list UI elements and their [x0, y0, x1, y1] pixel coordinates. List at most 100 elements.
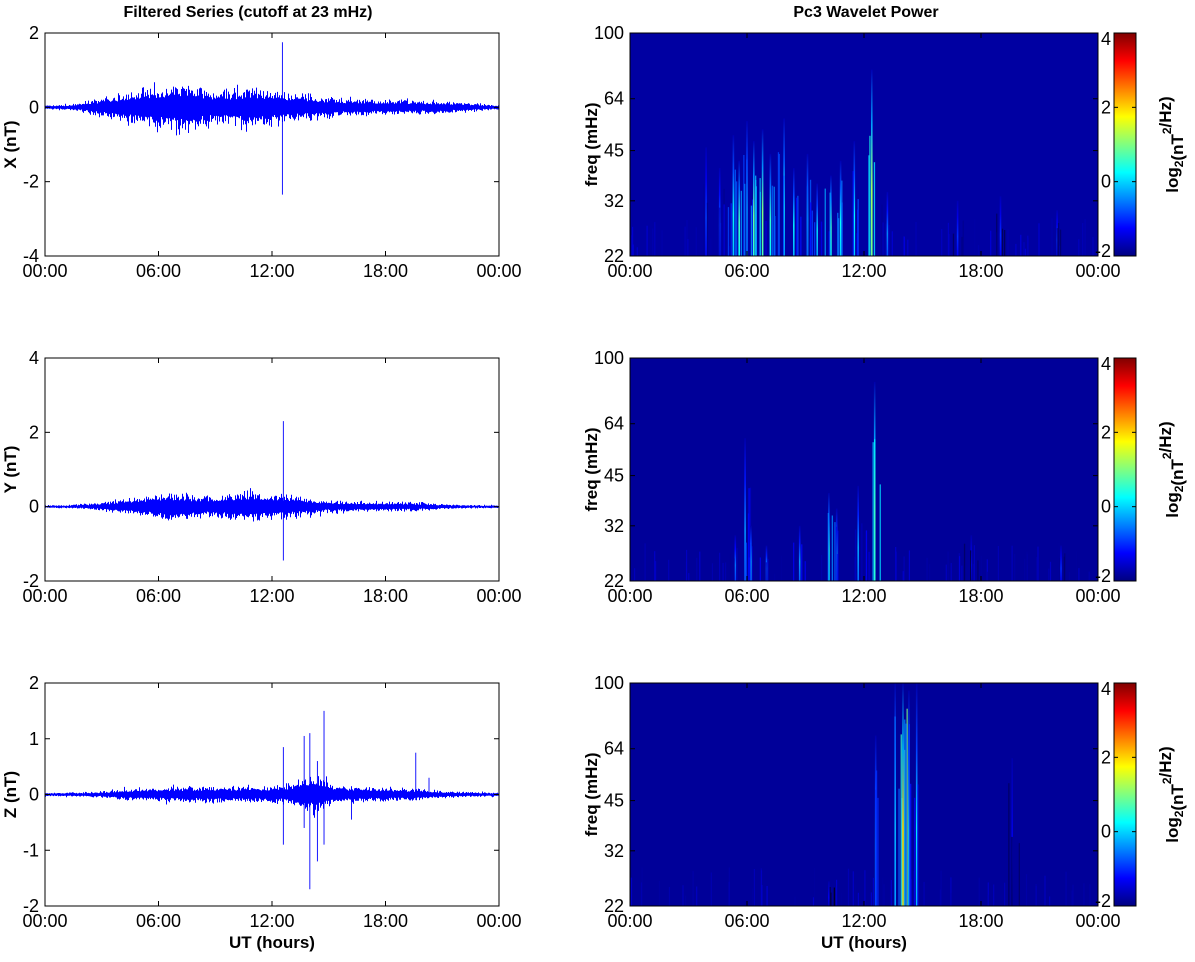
power-texture — [710, 872, 712, 906]
colorbar-label-part: 2 — [1160, 777, 1174, 784]
power-strand — [875, 789, 877, 906]
power-strand — [723, 204, 725, 256]
power-burst — [753, 141, 755, 256]
y-tick-label: 64 — [604, 89, 624, 109]
power-burst — [886, 191, 889, 256]
power-texture — [761, 885, 763, 906]
power-texture — [686, 549, 688, 581]
x-tick-label: 12:00 — [841, 261, 886, 281]
power-burst — [734, 535, 737, 581]
power-strand — [755, 175, 757, 256]
power-texture — [868, 551, 870, 581]
power-strand — [746, 159, 748, 256]
power-strand — [910, 783, 912, 906]
power-texture — [974, 218, 976, 256]
y-tick-label: 1 — [29, 729, 39, 749]
power-burst — [857, 485, 859, 581]
power-texture — [1011, 545, 1013, 581]
power-strand — [824, 188, 826, 256]
power-strand — [748, 488, 750, 581]
power-texture — [847, 868, 850, 906]
colorbar-label-part: log — [1163, 167, 1182, 193]
power-burst — [839, 160, 842, 256]
colorbar-label-part: 2 — [1160, 452, 1174, 459]
power-strand — [996, 213, 998, 256]
x-axis-label: UT (hours) — [821, 933, 907, 952]
power-texture — [907, 239, 909, 256]
power-texture — [821, 554, 823, 581]
power-burst — [761, 129, 764, 256]
x-tick-label: 06:00 — [136, 261, 181, 281]
power-texture — [722, 562, 724, 581]
power-texture — [1036, 557, 1038, 581]
power-strand — [727, 207, 730, 256]
power-texture — [682, 885, 684, 906]
x-tick-label: 12:00 — [249, 261, 294, 281]
power-texture — [915, 222, 917, 256]
power-texture — [978, 877, 980, 906]
power-texture — [654, 222, 656, 256]
power-strand — [854, 529, 857, 581]
power-texture — [1089, 884, 1091, 906]
y-tick-label: 22 — [604, 896, 624, 916]
colorbar-label-part: log — [1163, 492, 1182, 518]
power-texture — [1090, 569, 1092, 581]
power-texture — [661, 230, 663, 256]
x-tick-label: 06:00 — [724, 911, 769, 931]
power-texture — [1024, 248, 1027, 256]
right-column-title: Pc3 Wavelet Power — [793, 4, 938, 21]
power-strand — [831, 515, 833, 581]
power-texture — [948, 234, 950, 256]
power-texture — [1076, 551, 1078, 581]
power-strand — [888, 225, 890, 256]
power-texture — [751, 546, 753, 581]
power-strand — [952, 233, 955, 256]
power-strand — [759, 557, 761, 581]
x-tick-label: 00:00 — [607, 586, 652, 606]
power-texture — [1092, 237, 1094, 256]
power-strand — [837, 530, 839, 581]
power-strand — [875, 770, 878, 906]
power-texture — [720, 222, 722, 256]
colorbar-label-part: (nT — [1168, 784, 1187, 811]
power-texture — [973, 563, 975, 581]
power-texture — [1020, 234, 1022, 256]
power-burst — [732, 135, 735, 256]
y-axis-label: Y (nT) — [1, 446, 20, 494]
power-burst — [738, 160, 740, 256]
power-texture — [1051, 218, 1053, 256]
power-texture — [710, 238, 712, 256]
power-strand — [702, 184, 705, 256]
power-burst — [705, 147, 707, 256]
y-axis-label: freq (mHz) — [582, 427, 601, 511]
power-strand — [767, 558, 769, 581]
power-strand — [834, 522, 836, 581]
power-strand — [868, 155, 870, 256]
power-strand — [841, 180, 843, 256]
power-strand — [837, 212, 839, 256]
colorbar-label-part: /Hz) — [1156, 96, 1175, 127]
power-burst — [1060, 545, 1062, 581]
power-texture — [882, 222, 884, 256]
power-strand — [1008, 783, 1010, 906]
y-tick-label: 45 — [604, 141, 624, 161]
power-texture — [725, 562, 727, 581]
power-texture — [668, 887, 670, 906]
power-texture — [980, 555, 982, 581]
power-strand — [1063, 556, 1065, 581]
power-burst — [816, 183, 818, 256]
power-strand — [852, 171, 854, 256]
power-texture — [913, 871, 915, 906]
y-tick-label: -1 — [23, 840, 39, 860]
x-axis-label: UT (hours) — [229, 933, 315, 952]
colorbar-label-part: 2 — [1172, 160, 1186, 167]
power-texture — [1083, 883, 1085, 906]
power-strand — [857, 209, 859, 256]
power-strand — [796, 197, 798, 256]
power-texture — [632, 244, 634, 256]
plot-area — [45, 358, 499, 581]
colorbar-tick-label: 2 — [1101, 97, 1111, 117]
power-strand — [743, 155, 745, 256]
